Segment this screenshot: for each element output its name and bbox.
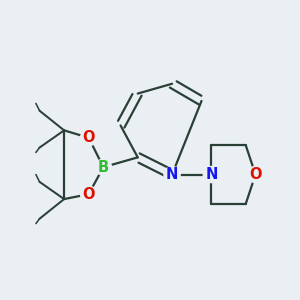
Text: O: O (82, 187, 95, 202)
Circle shape (95, 159, 112, 175)
Text: N: N (205, 167, 218, 182)
Text: B: B (98, 160, 109, 175)
Circle shape (81, 186, 97, 202)
Circle shape (203, 167, 219, 183)
Circle shape (81, 130, 97, 146)
Circle shape (164, 167, 180, 183)
Text: O: O (249, 167, 262, 182)
Text: O: O (82, 130, 95, 145)
Circle shape (248, 167, 264, 183)
Text: N: N (166, 167, 178, 182)
